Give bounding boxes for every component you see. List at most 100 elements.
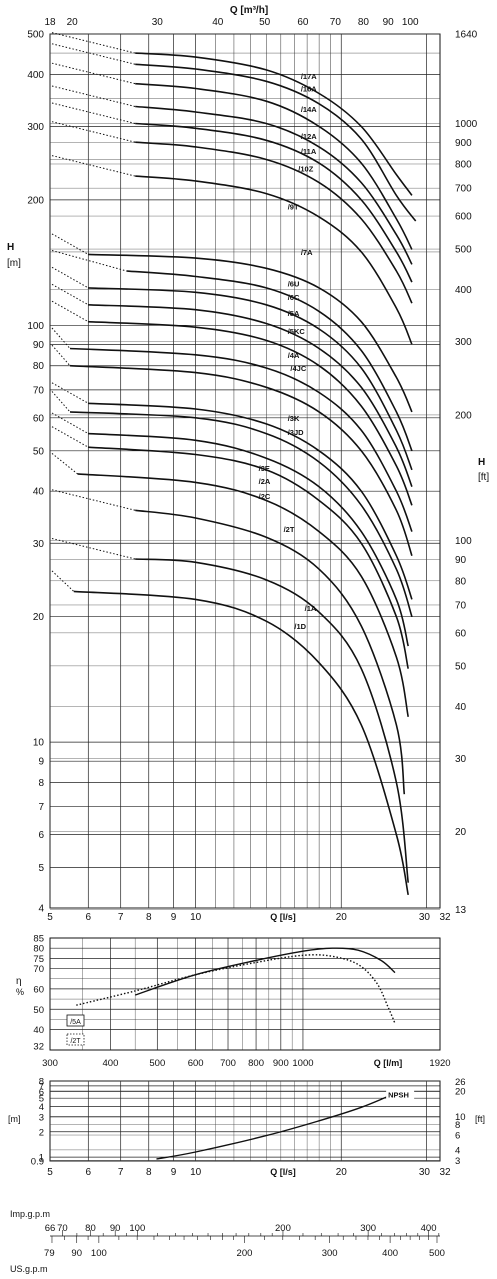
y-tick-label: 500 — [27, 30, 44, 41]
x-tick-label: 600 — [188, 1058, 204, 1069]
curve-leadin — [51, 155, 136, 177]
head-curve — [135, 141, 413, 304]
x-tick-label: 300 — [42, 1058, 58, 1069]
top-tick-label: 50 — [259, 17, 271, 28]
us-tick-label: 90 — [71, 1248, 82, 1259]
head-curve — [88, 320, 413, 506]
curve-leadin — [51, 266, 89, 289]
efficiency-curve — [134, 947, 396, 996]
y-tick-label: 10 — [33, 738, 45, 749]
imp-tick-label: 70 — [57, 1223, 68, 1234]
head-curve — [135, 82, 413, 250]
head-curve — [88, 402, 413, 600]
curve-leadin — [51, 85, 136, 107]
x-tick-label: 30 — [419, 1167, 431, 1178]
y2-tick-label: 8 — [455, 1120, 460, 1131]
head-x-axis-title: Q [l/s] — [270, 912, 296, 922]
curve-label: /2A — [259, 477, 271, 486]
curve-label: /1A — [305, 604, 317, 613]
head-curve-labels: /17A/16A/14A/12A/11A/10Z/9T/7A/6U/6C/5A /… — [259, 72, 318, 631]
head-curve — [135, 509, 406, 795]
y-tick-label: 0.9 — [31, 1157, 44, 1168]
imp-tick-label: 300 — [360, 1223, 376, 1234]
x-tick-label: 5 — [47, 1167, 53, 1178]
head-plot-frame — [49, 33, 441, 909]
curve-leadin — [51, 538, 136, 560]
y-tick-label: 7 — [39, 1081, 44, 1092]
legend-2t: /2T — [66, 1033, 85, 1046]
curve-leadin — [51, 121, 136, 143]
y-tick-label: 4 — [39, 1102, 44, 1113]
x-tick-label: 10 — [190, 912, 202, 923]
y2-tick-label: 700 — [455, 184, 472, 195]
y2-tick-label: 1000 — [455, 119, 478, 130]
curve-label: /7A — [301, 248, 313, 257]
us-gpm-label: US.g.p.m — [10, 1264, 48, 1274]
curve-label: /17A — [301, 72, 317, 81]
top-tick-label: 18 — [44, 17, 56, 28]
head-curve — [135, 175, 413, 345]
y-tick-label: 70 — [33, 964, 44, 975]
head-curve — [135, 52, 413, 196]
top-tick-label: 30 — [152, 17, 164, 28]
y-tick-label: 3 — [39, 1112, 44, 1123]
head-curve — [69, 364, 413, 557]
curve-leadin — [51, 32, 136, 54]
head-curve — [77, 473, 409, 717]
imp-gpm-label: Imp.g.p.m — [10, 1209, 50, 1219]
top-axis-title: Q [m³/h] — [230, 5, 268, 16]
legend-5a-label: /5A — [70, 1019, 81, 1026]
top-tick-label: 40 — [212, 17, 224, 28]
x-tick-label: 7 — [118, 912, 124, 923]
y2-tick-label: 400 — [455, 285, 472, 296]
imp-tick-label: 80 — [85, 1223, 96, 1234]
curve-leadin — [51, 62, 136, 85]
imp-tick-label: 90 — [110, 1223, 121, 1234]
head-curve — [88, 253, 413, 413]
y-tick-label: 32 — [33, 1041, 44, 1052]
curve-label: /3JD — [288, 428, 304, 437]
y-tick-label: 40 — [33, 1025, 44, 1036]
us-tick-label: 300 — [322, 1248, 338, 1259]
imp-tick-label: 66 — [45, 1223, 56, 1234]
x-tick-label: 800 — [248, 1058, 264, 1069]
y2-tick-label: 40 — [455, 702, 467, 713]
y2-tick-label: 6 — [455, 1131, 460, 1142]
y-tick-label: 100 — [27, 321, 44, 332]
curve-leadin — [51, 489, 136, 511]
imp-tick-label: 100 — [129, 1223, 145, 1234]
npsh-curve — [156, 1092, 397, 1160]
x-tick-label: 8 — [146, 1167, 152, 1178]
curve-label: /11A — [301, 147, 317, 156]
us-gpm-ticks: 79 90 100 200 300 400 500 — [44, 1236, 445, 1259]
head-y2-axis-unit: [ft] — [478, 472, 489, 483]
y-tick-label: 20 — [33, 612, 45, 623]
head-curve — [69, 347, 413, 532]
head-curve — [135, 105, 413, 265]
top-tick-label: 20 — [67, 17, 79, 28]
curve-leadin — [51, 43, 136, 65]
curve-leadin — [51, 382, 89, 404]
top-tick-label: 70 — [330, 17, 342, 28]
flow-conversion-axes: Imp.g.p.m 66 70 80 90 100 200 300 400 79 90 100 20… — [10, 1209, 445, 1274]
y-tick-label: 85 — [33, 934, 44, 945]
x-tick-label: 700 — [220, 1058, 236, 1069]
x-tick-label: 900 — [273, 1058, 289, 1069]
curve-leadin — [51, 453, 78, 475]
efficiency-x-axis-ticks: 300 400 500 600 700 800 900 1000 1920 — [42, 1058, 451, 1069]
y-tick-label: 7 — [38, 802, 44, 813]
y-tick-label: 9 — [38, 757, 44, 768]
head-curve — [88, 304, 413, 487]
curve-label: /10Z — [298, 164, 313, 173]
curve-leadin — [51, 391, 71, 413]
y2-tick-label: 13 — [455, 905, 467, 916]
y-tick-label: 30 — [33, 539, 45, 550]
y-tick-label: 300 — [27, 122, 44, 133]
y2-tick-label: 60 — [455, 628, 467, 639]
curve-label: /5A — [288, 309, 300, 318]
y2-tick-label: 90 — [455, 555, 467, 566]
y2-tick-label: 200 — [455, 410, 472, 421]
